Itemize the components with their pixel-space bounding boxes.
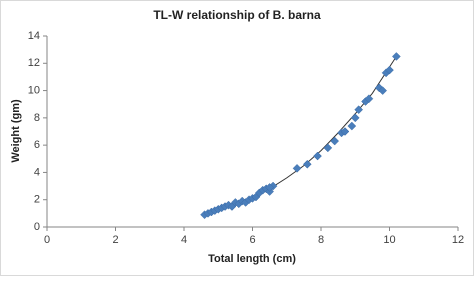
x-tick-label: 12 bbox=[452, 234, 464, 246]
y-axis-label: Weight (gm) bbox=[10, 99, 22, 163]
data-point bbox=[385, 65, 394, 75]
y-tick-label: 0 bbox=[34, 221, 40, 233]
data-point bbox=[347, 121, 357, 131]
data-point bbox=[265, 183, 274, 192]
data-point bbox=[378, 86, 388, 95]
x-tick-label: 10 bbox=[383, 234, 395, 246]
x-tick-label: 8 bbox=[318, 234, 324, 246]
data-point bbox=[292, 163, 302, 173]
data-point bbox=[350, 113, 360, 123]
x-tick-label: 4 bbox=[181, 234, 187, 246]
data-point bbox=[340, 127, 350, 136]
y-tick-label: 8 bbox=[34, 112, 40, 124]
x-tick-label: 0 bbox=[44, 234, 50, 246]
data-point bbox=[354, 105, 364, 115]
chart-title: TL-W relationship of B. barna bbox=[153, 8, 321, 22]
data-point bbox=[302, 159, 312, 169]
y-tick-label: 10 bbox=[28, 84, 40, 96]
y-tick-label: 14 bbox=[28, 30, 40, 42]
data-point bbox=[323, 143, 333, 153]
y-tick-label: 4 bbox=[34, 166, 40, 178]
y-tick-label: 2 bbox=[34, 194, 40, 206]
data-point bbox=[391, 52, 401, 61]
x-tick-label: 2 bbox=[112, 234, 118, 246]
x-tick-label: 6 bbox=[249, 234, 255, 246]
y-tick-label: 6 bbox=[34, 139, 40, 151]
y-tick-label: 12 bbox=[28, 57, 40, 69]
data-point bbox=[330, 136, 340, 146]
x-axis-label: Total length (cm) bbox=[208, 253, 296, 265]
data-point bbox=[313, 151, 322, 161]
data-point bbox=[364, 94, 374, 104]
